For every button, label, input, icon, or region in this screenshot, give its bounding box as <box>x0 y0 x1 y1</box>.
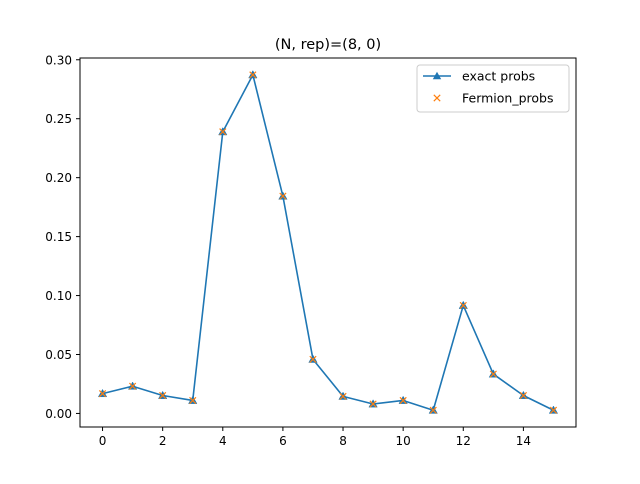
x-marker-stroke <box>339 392 347 400</box>
y-tick-label: 0.05 <box>45 348 72 362</box>
y-tick-label: 0.30 <box>45 53 72 67</box>
x-tick-label: 0 <box>99 434 107 448</box>
x-marker-stroke <box>519 391 528 400</box>
point-fermion-probs <box>399 396 407 405</box>
point-fermion-probs <box>189 396 197 405</box>
x-tick-label: 2 <box>159 434 167 448</box>
x-marker-stroke <box>279 192 287 200</box>
point-fermion-probs <box>309 355 317 363</box>
x-marker-stroke <box>399 396 407 405</box>
x-marker-stroke <box>219 128 227 136</box>
x-tick-label: 12 <box>456 434 471 448</box>
legend-label-fermion-probs: Fermion_probs <box>462 91 553 106</box>
point-fermion-probs <box>219 128 227 136</box>
point-fermion-probs <box>98 390 107 398</box>
x-tick-label: 10 <box>396 434 411 448</box>
x-axis: 0 2 4 6 8 10 12 14 <box>99 427 531 448</box>
point-fermion-probs <box>369 400 377 408</box>
legend: exact probs Fermion_probs <box>416 64 570 113</box>
point-fermion-probs <box>128 382 137 390</box>
x-marker-stroke <box>489 370 497 378</box>
x-marker-stroke <box>128 382 137 390</box>
x-tick-label: 6 <box>279 434 287 448</box>
legend-marker-exact-probs <box>432 71 442 80</box>
chart-title: (N, rep)=(8, 0) <box>275 37 381 53</box>
y-axis: 0.00 0.05 0.10 0.15 0.20 0.25 0.30 <box>45 53 80 421</box>
plot-area <box>79 57 577 428</box>
point-fermion-probs <box>549 406 558 414</box>
x-marker-stroke <box>189 396 197 405</box>
point-fermion-probs <box>519 391 528 400</box>
y-tick-label: 0.10 <box>45 289 72 303</box>
legend-box <box>416 64 570 113</box>
legend-marker-fermion-probs <box>433 94 441 102</box>
x-marker-stroke <box>309 355 317 363</box>
x-tick-label: 4 <box>219 434 227 448</box>
x-marker-stroke <box>549 406 558 414</box>
point-fermion-probs <box>489 370 497 378</box>
x-marker-stroke <box>429 406 437 414</box>
x-marker-stroke <box>159 391 167 400</box>
y-tick-label: 0.00 <box>45 407 72 421</box>
x-marker-stroke <box>369 400 377 408</box>
y-tick-label: 0.20 <box>45 171 72 185</box>
y-tick-label: 0.15 <box>45 230 72 244</box>
point-fermion-probs <box>429 406 437 414</box>
y-tick-label: 0.25 <box>45 112 72 126</box>
x-marker-stroke <box>98 390 107 398</box>
x-tick-label: 14 <box>516 434 531 448</box>
point-fermion-probs <box>159 391 167 400</box>
x-tick-label: 8 <box>339 434 347 448</box>
x-marker-stroke <box>249 71 257 79</box>
x-marker-stroke <box>459 301 467 310</box>
series-line-exact-probs <box>102 74 554 412</box>
x-marker-stroke <box>433 94 441 102</box>
point-fermion-probs <box>459 301 467 310</box>
point-fermion-probs <box>249 71 257 79</box>
point-fermion-probs <box>279 192 287 200</box>
point-fermion-probs <box>339 392 347 400</box>
plot-frame <box>79 57 577 428</box>
series-layer <box>97 70 559 414</box>
legend-label-exact-probs: exact probs <box>462 69 535 84</box>
